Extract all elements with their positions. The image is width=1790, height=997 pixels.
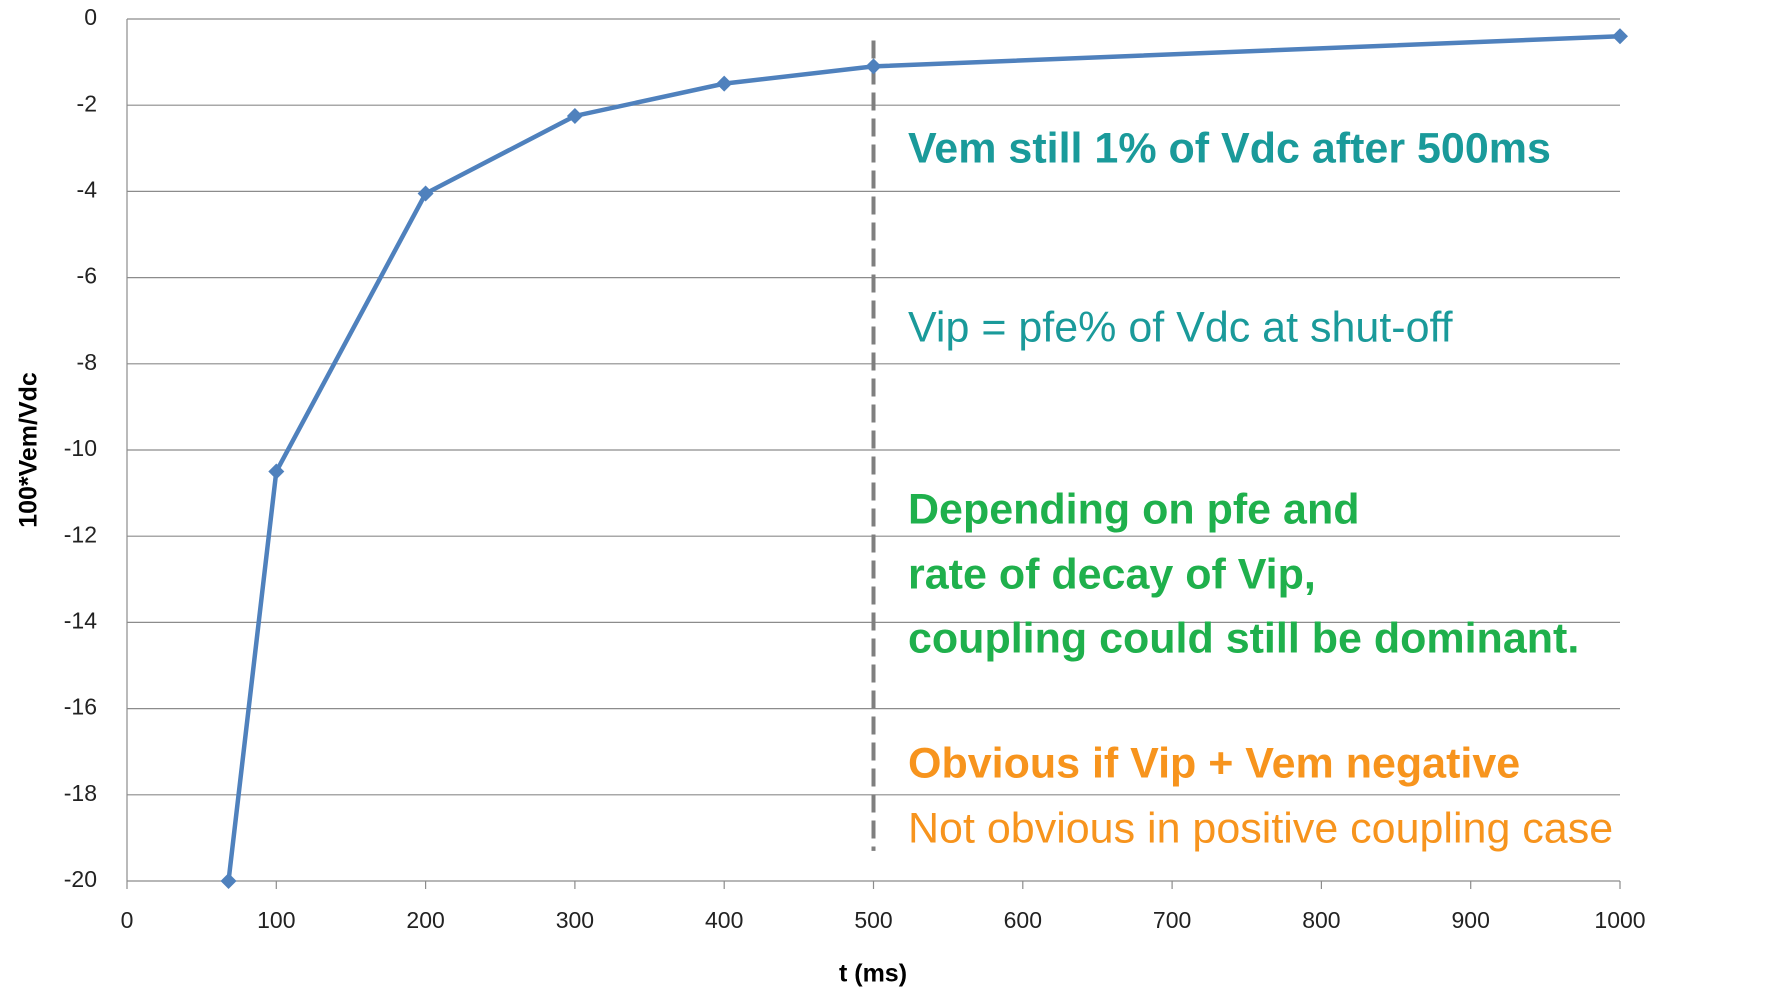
x-tick-label: 100 — [257, 907, 295, 933]
point-marker — [268, 463, 285, 480]
annotation: Vem still 1% of Vdc after 500ms — [908, 124, 1551, 172]
x-tick-label: 600 — [1004, 907, 1042, 933]
y-axis-label: 100*Vem/Vdc — [15, 372, 43, 528]
annotation: Obvious if Vip + Vem negative — [908, 739, 1520, 787]
y-tick-label: -14 — [64, 607, 97, 633]
x-tick-label: 500 — [854, 907, 892, 933]
y-tick-label: 0 — [84, 4, 97, 30]
annotation: coupling could still be dominant. — [908, 614, 1579, 662]
annotation: Vip = pfe% of Vdc at shut-off — [908, 303, 1454, 351]
x-tick-label: 0 — [121, 907, 134, 933]
x-tick-label: 700 — [1153, 907, 1191, 933]
y-tick-label: -12 — [64, 521, 97, 547]
point-marker — [417, 185, 434, 202]
annotation: Depending on pfe and — [908, 485, 1359, 533]
x-tick-label: 200 — [406, 907, 444, 933]
y-tick-label: -6 — [77, 263, 97, 289]
x-axis-label: t (ms) — [839, 960, 907, 988]
point-marker — [865, 58, 882, 75]
y-tick-label: -10 — [64, 435, 97, 461]
y-tick-label: -4 — [77, 176, 98, 202]
x-tick-label: 1000 — [1594, 907, 1645, 933]
y-tick-label: -20 — [64, 866, 97, 892]
y-tick-label: -16 — [64, 694, 97, 720]
point-marker — [716, 75, 733, 92]
point-marker — [1612, 28, 1628, 45]
annotation: rate of decay of Vip, — [908, 550, 1316, 598]
x-tick-label: 800 — [1302, 907, 1340, 933]
x-tick-label: 400 — [705, 907, 743, 933]
x-tick-label: 900 — [1452, 907, 1490, 933]
point-marker — [566, 107, 583, 124]
x-tick-label: 300 — [556, 907, 594, 933]
annotation: Not obvious in positive coupling case — [908, 804, 1613, 852]
point-marker — [220, 873, 237, 889]
y-tick-label: -2 — [77, 90, 97, 116]
y-tick-label: -8 — [77, 349, 97, 375]
y-tick-label: -18 — [64, 780, 97, 806]
